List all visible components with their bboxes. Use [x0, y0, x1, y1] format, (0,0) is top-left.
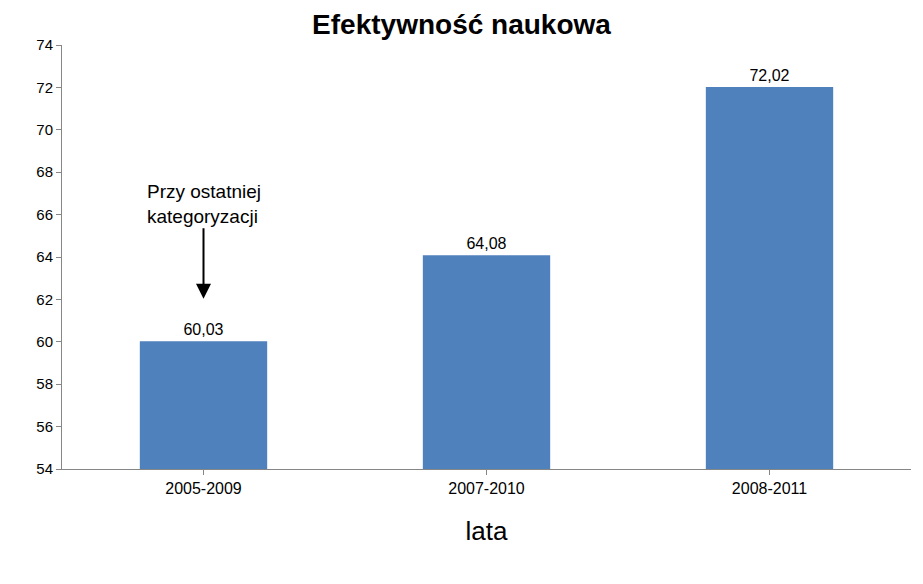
svg-text:58: 58: [36, 375, 53, 392]
svg-text:72,02: 72,02: [749, 67, 789, 84]
svg-text:66: 66: [36, 206, 53, 223]
svg-text:72: 72: [36, 79, 53, 96]
svg-text:64: 64: [36, 248, 53, 265]
svg-text:60: 60: [36, 333, 53, 350]
svg-text:2007-2010: 2007-2010: [448, 480, 525, 497]
svg-text:64,08: 64,08: [466, 235, 506, 252]
svg-text:60,03: 60,03: [183, 321, 223, 338]
svg-text:62: 62: [36, 291, 53, 308]
svg-text:2008-2011: 2008-2011: [732, 480, 807, 497]
svg-text:lata: lata: [466, 516, 508, 546]
svg-text:54: 54: [36, 460, 53, 477]
svg-text:74: 74: [36, 36, 53, 53]
svg-text:2005-2009: 2005-2009: [165, 480, 242, 497]
svg-text:68: 68: [36, 163, 53, 180]
svg-text:70: 70: [36, 121, 53, 138]
svg-text:Przy ostatniejkategoryzacji: Przy ostatniejkategoryzacji: [147, 181, 261, 227]
svg-text:56: 56: [36, 418, 53, 435]
svg-text:Efektywność naukowa: Efektywność naukowa: [312, 9, 611, 40]
